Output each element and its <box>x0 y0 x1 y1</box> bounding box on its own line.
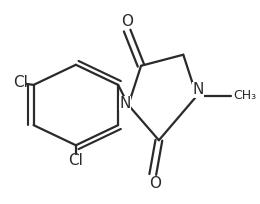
Text: Cl: Cl <box>13 75 28 90</box>
Text: O: O <box>149 176 161 191</box>
Text: Cl: Cl <box>68 153 83 168</box>
Text: N: N <box>119 96 130 111</box>
Text: O: O <box>121 14 133 29</box>
Text: N: N <box>192 82 204 98</box>
Text: CH₃: CH₃ <box>233 90 256 102</box>
